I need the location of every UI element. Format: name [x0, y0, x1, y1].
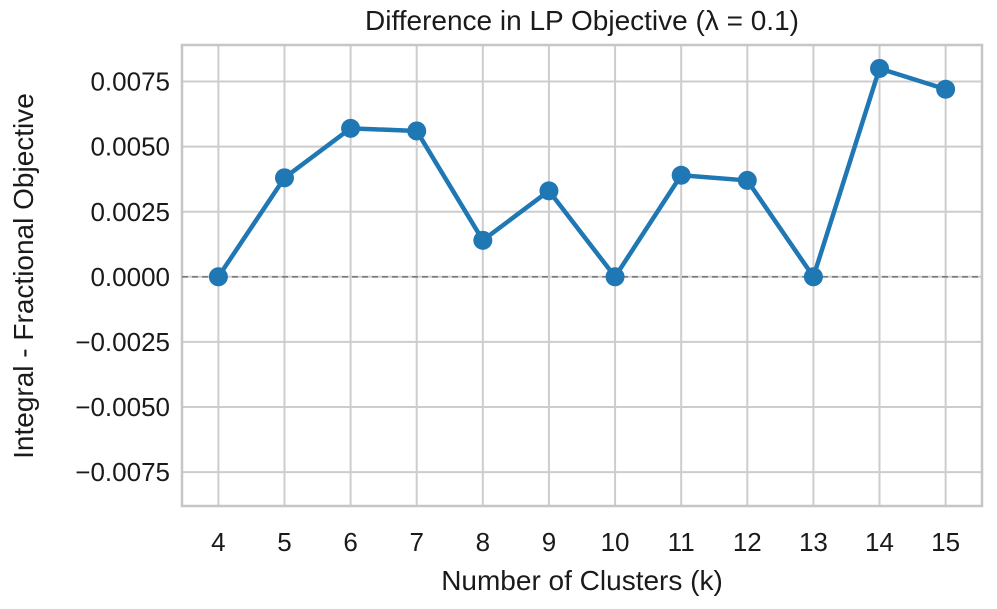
data-point — [473, 230, 493, 250]
data-point — [870, 58, 890, 78]
y-axis-label: Integral - Fractional Objective — [8, 93, 39, 459]
x-tick-label: 13 — [799, 527, 828, 557]
plot-area — [182, 45, 982, 506]
x-tick-label: 12 — [733, 527, 762, 557]
x-tick-label: 4 — [211, 527, 225, 557]
y-tick-label: 0.0025 — [90, 197, 170, 227]
x-tick-label: 6 — [343, 527, 357, 557]
plot-border — [180, 43, 984, 508]
x-tick-label: 8 — [476, 527, 490, 557]
y-tick-label: 0.0050 — [90, 132, 170, 162]
chart-title: Difference in LP Objective (λ = 0.1) — [365, 5, 799, 36]
x-tick-label: 11 — [668, 527, 695, 557]
x-axis-label: Number of Clusters (k) — [441, 565, 723, 596]
x-tick-label: 14 — [865, 527, 894, 557]
data-line — [216, 66, 948, 280]
data-point — [407, 121, 427, 141]
x-tick-label: 9 — [542, 527, 556, 557]
data-point — [936, 79, 956, 99]
data-point — [803, 267, 823, 287]
x-tick-label: 5 — [277, 527, 291, 557]
data-point — [671, 165, 691, 185]
data-point — [605, 267, 625, 287]
x-tick-label: 7 — [409, 527, 423, 557]
data-point — [737, 170, 757, 190]
y-tick-label: −0.0050 — [75, 392, 170, 422]
data-point — [208, 267, 228, 287]
y-tick-label: −0.0075 — [75, 457, 170, 487]
data-point — [341, 118, 361, 138]
y-tick-label: 0.0000 — [90, 262, 170, 292]
data-point — [539, 181, 559, 201]
x-tick-label: 15 — [931, 527, 960, 557]
y-tick-label: −0.0025 — [75, 327, 170, 357]
y-tick-label: 0.0075 — [90, 67, 170, 97]
x-tick-label: 10 — [601, 527, 630, 557]
data-point — [274, 168, 294, 188]
